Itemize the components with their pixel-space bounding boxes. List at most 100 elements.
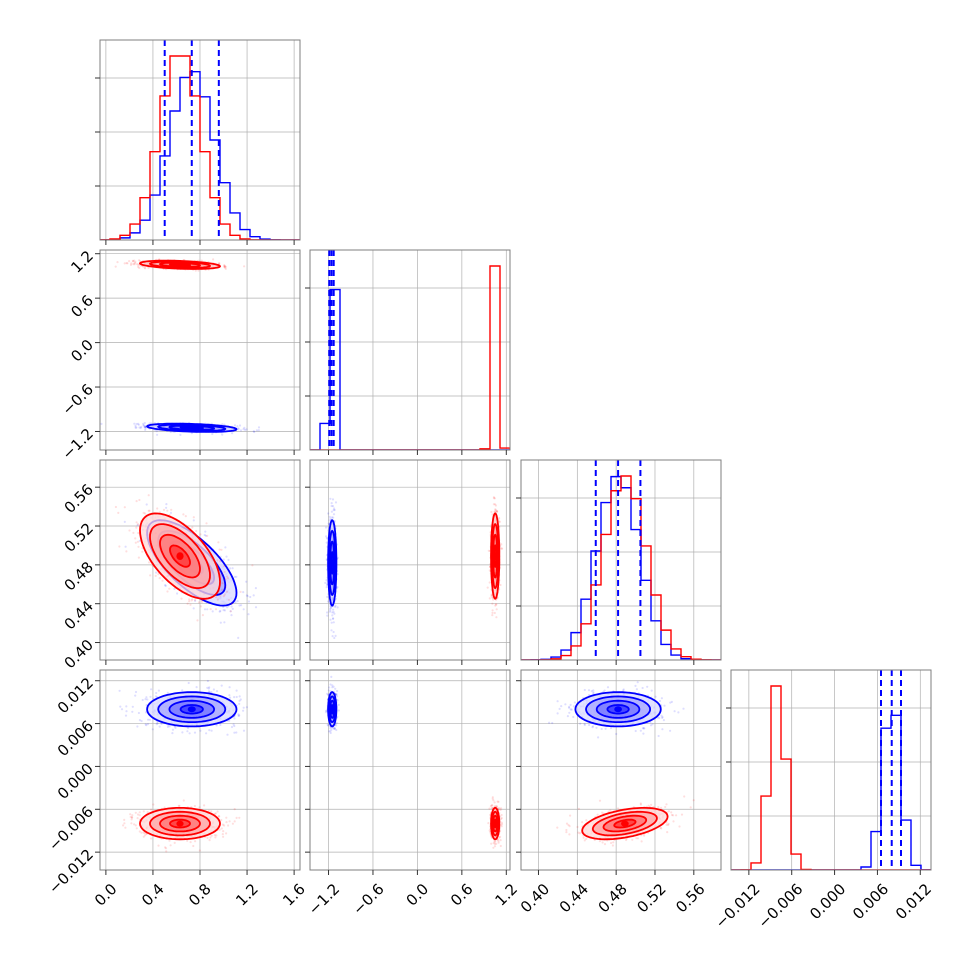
scatter-point [233, 575, 236, 579]
scatter-point [491, 609, 494, 612]
scatter-point [169, 511, 173, 514]
scatter-point [205, 522, 208, 525]
density-peak-series-1 [176, 552, 184, 560]
scatter-point [324, 526, 328, 529]
scatter-point [336, 586, 339, 589]
scatter-point [235, 695, 238, 699]
scatter-point [138, 259, 141, 262]
scatter-point [245, 580, 248, 583]
y-tick-label: 0.48 [61, 558, 97, 594]
scatter-point [188, 600, 191, 603]
scatter-point [219, 609, 222, 613]
scatter-point [181, 731, 184, 734]
scatter-point [240, 604, 243, 607]
scatter-point [330, 510, 333, 513]
scatter-point [207, 690, 211, 693]
scatter-point [158, 577, 161, 580]
scatter-point [143, 266, 146, 269]
scatter-point [230, 602, 234, 605]
scatter-point [147, 266, 150, 269]
scatter-point [147, 509, 150, 512]
scatter-point [486, 586, 489, 589]
scatter-point [186, 602, 189, 605]
scatter-point [179, 433, 182, 436]
scatter-point [130, 262, 133, 265]
scatter-point [242, 591, 245, 594]
scatter-point [327, 522, 330, 525]
scatter-point [325, 583, 329, 587]
scatter-point [197, 601, 201, 604]
scatter-point [247, 600, 251, 603]
scatter-point [233, 424, 237, 427]
scatter-point [133, 259, 136, 262]
scatter-point [257, 429, 260, 432]
y-tick-label: 1.2 [67, 247, 97, 277]
density-peak-series-1 [176, 261, 184, 268]
scatter-point [215, 690, 219, 693]
scatter-point [133, 422, 136, 425]
scatter-point [236, 425, 239, 428]
scatter-point [229, 696, 232, 699]
scatter-point [148, 718, 151, 721]
scatter-point [330, 606, 333, 610]
scatter-point [118, 545, 121, 548]
scatter-point [144, 427, 147, 430]
scatter-point [140, 425, 143, 428]
scatter-point [229, 567, 232, 570]
y-tick-label: 0.0 [67, 336, 97, 366]
scatter-point [494, 504, 497, 507]
scatter-point [226, 606, 229, 609]
scatter-point [215, 724, 218, 727]
scatter-point [238, 424, 242, 427]
scatter-point [327, 600, 330, 603]
scatter-point [492, 598, 495, 601]
scatter-point [491, 614, 494, 617]
scatter-point [336, 606, 339, 609]
scatter-point [136, 523, 140, 526]
density-peak-series-1 [492, 552, 499, 560]
scatter-point [209, 608, 212, 611]
scatter-point [188, 732, 191, 735]
scatter-point [243, 426, 246, 429]
scatter-point [252, 430, 255, 433]
scatter-point [237, 636, 240, 640]
scatter-point [487, 549, 490, 552]
scatter-point [137, 264, 140, 267]
y-tick-label: −1.2 [59, 425, 97, 463]
scatter-point [223, 570, 226, 574]
scatter-point [231, 567, 234, 570]
scatter-point [142, 424, 145, 427]
panel-2-0: 0.400.440.480.520.56 [61, 459, 301, 672]
scatter-point [123, 262, 126, 265]
scatter-point [330, 621, 333, 624]
density-peak-series-0 [187, 424, 196, 431]
scatter-point [226, 575, 229, 578]
scatter-point [131, 710, 134, 713]
scatter-point [168, 725, 171, 728]
scatter-point [232, 723, 235, 726]
scatter-point [132, 263, 135, 266]
scatter-point [226, 576, 230, 580]
scatter-point [498, 520, 501, 524]
scatter-point [143, 512, 147, 515]
scatter-point [329, 607, 332, 610]
scatter-point [221, 582, 224, 585]
panel-content-3-0 [118, 679, 248, 853]
scatter-point [495, 510, 498, 513]
scatter-point [224, 267, 227, 270]
scatter-point [144, 428, 147, 431]
scatter-point [193, 731, 197, 734]
scatter-point [199, 729, 202, 732]
scatter-point [219, 560, 222, 563]
scatter-point [488, 581, 491, 584]
scatter-point [171, 732, 174, 735]
scatter-point [158, 725, 161, 728]
scatter-point [123, 520, 126, 524]
scatter-point [224, 578, 227, 581]
scatter-point [332, 617, 335, 620]
scatter-point [138, 426, 141, 429]
scatter-point [188, 598, 191, 601]
scatter-point [244, 428, 247, 431]
scatter-point [134, 426, 137, 429]
scatter-point [146, 723, 150, 726]
